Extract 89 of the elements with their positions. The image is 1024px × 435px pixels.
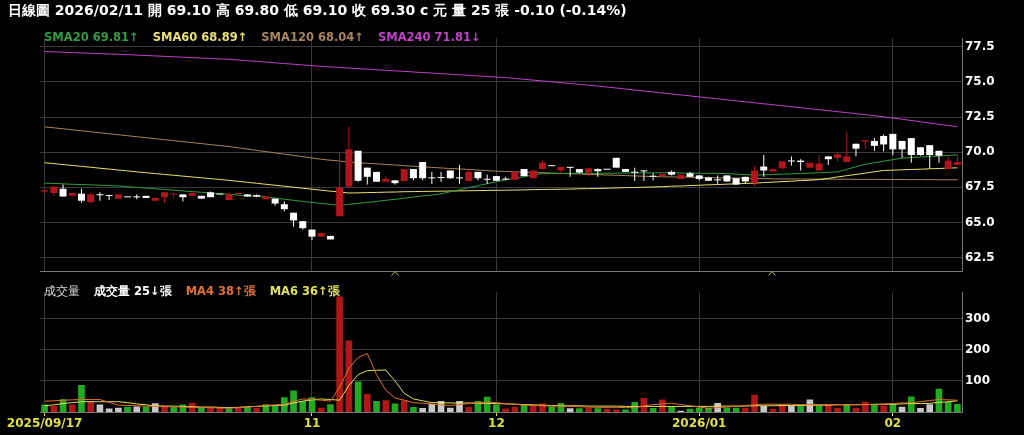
x-tick-label: 12 xyxy=(488,416,505,431)
bar xyxy=(502,408,509,412)
candlestick xyxy=(714,174,722,185)
x-tick-label: 2025/09/17 xyxy=(6,416,83,431)
bar xyxy=(382,400,390,412)
candlestick xyxy=(456,164,464,185)
chart-title: 日線圖 2026/02/11 開 69.10 高 69.80 低 69.10 收 69.30 c 元 量 25 張 -0.10 (-0.14%) xyxy=(8,2,627,20)
bar xyxy=(695,407,703,412)
candlestick xyxy=(815,154,823,171)
bar xyxy=(742,407,749,412)
bar xyxy=(954,403,961,412)
bar xyxy=(299,401,307,412)
candlestick xyxy=(935,150,943,164)
candlestick xyxy=(428,171,436,185)
y-tick-label: 200 xyxy=(965,341,991,356)
x-tick-label: 2026/01 xyxy=(671,416,727,431)
candlestick xyxy=(843,131,851,163)
bar xyxy=(410,407,417,412)
bar xyxy=(41,404,48,412)
text: MA4 38↑張 xyxy=(185,284,256,298)
bar xyxy=(917,407,924,412)
bar xyxy=(336,296,343,412)
bar xyxy=(133,406,141,412)
bar xyxy=(115,407,122,412)
y-tick-label: 70.0 xyxy=(965,144,995,159)
bar xyxy=(576,408,583,412)
bar xyxy=(124,406,131,412)
bar xyxy=(234,407,242,412)
bar xyxy=(327,404,334,412)
annotation: 成交量 25↓張 xyxy=(94,284,172,298)
candlestick xyxy=(631,167,639,182)
bar xyxy=(944,402,952,412)
candlestick xyxy=(391,179,399,186)
bar xyxy=(419,407,426,412)
text: SMA20 69.81↑ xyxy=(44,30,139,44)
bar xyxy=(354,381,362,412)
bar xyxy=(400,400,408,412)
text: SMA60 68.89↑ xyxy=(152,30,248,44)
bar xyxy=(87,401,95,412)
bar xyxy=(594,408,602,412)
y-tick-label: 65.0 xyxy=(965,214,995,229)
bar xyxy=(78,384,85,412)
candlestick xyxy=(898,140,906,159)
y-tick-label: 100 xyxy=(965,373,991,388)
bar xyxy=(373,401,380,412)
text: SMA240 71.81↓ xyxy=(377,30,481,44)
candlestick xyxy=(926,144,934,169)
y-tick-label: 77.5 xyxy=(965,38,995,53)
text: MA6 36↑張 xyxy=(269,284,340,298)
candlestick xyxy=(179,193,187,202)
bar xyxy=(317,407,325,412)
candlestick xyxy=(419,161,427,181)
bar xyxy=(566,408,574,412)
candlestick xyxy=(907,137,915,164)
y-tick-label: 300 xyxy=(965,310,991,325)
candlestick xyxy=(96,191,104,202)
chart-title: 成交量 xyxy=(44,284,80,298)
candlestick xyxy=(751,165,759,187)
y-tick-label: 72.5 xyxy=(965,109,995,124)
candlestick xyxy=(437,171,445,183)
bar xyxy=(363,393,371,412)
candlestick xyxy=(787,155,795,167)
bar xyxy=(834,407,841,412)
bar xyxy=(50,406,58,412)
x-tick-label: 11 xyxy=(303,416,321,431)
bar xyxy=(788,406,795,412)
candlestick xyxy=(649,172,657,181)
bar xyxy=(446,407,454,412)
candlestick xyxy=(640,169,648,182)
bar xyxy=(68,404,76,412)
bar xyxy=(612,409,620,412)
bar xyxy=(760,406,768,412)
text: SMA120 68.04↑ xyxy=(261,30,364,44)
bar xyxy=(668,406,675,412)
bar xyxy=(207,407,214,412)
bar xyxy=(880,405,887,412)
y-tick-label: 75.0 xyxy=(965,73,995,88)
y-tick-label: 62.5 xyxy=(965,249,995,264)
bar xyxy=(170,407,178,412)
bar xyxy=(585,407,592,412)
bar xyxy=(926,404,934,412)
x-tick-label: 02 xyxy=(884,416,902,431)
bar xyxy=(622,409,629,412)
y-tick-label: 67.5 xyxy=(965,179,995,194)
bar xyxy=(465,407,473,412)
bar xyxy=(253,407,260,412)
candlestick xyxy=(852,143,860,157)
bar xyxy=(493,404,500,412)
candlestick xyxy=(566,166,574,178)
